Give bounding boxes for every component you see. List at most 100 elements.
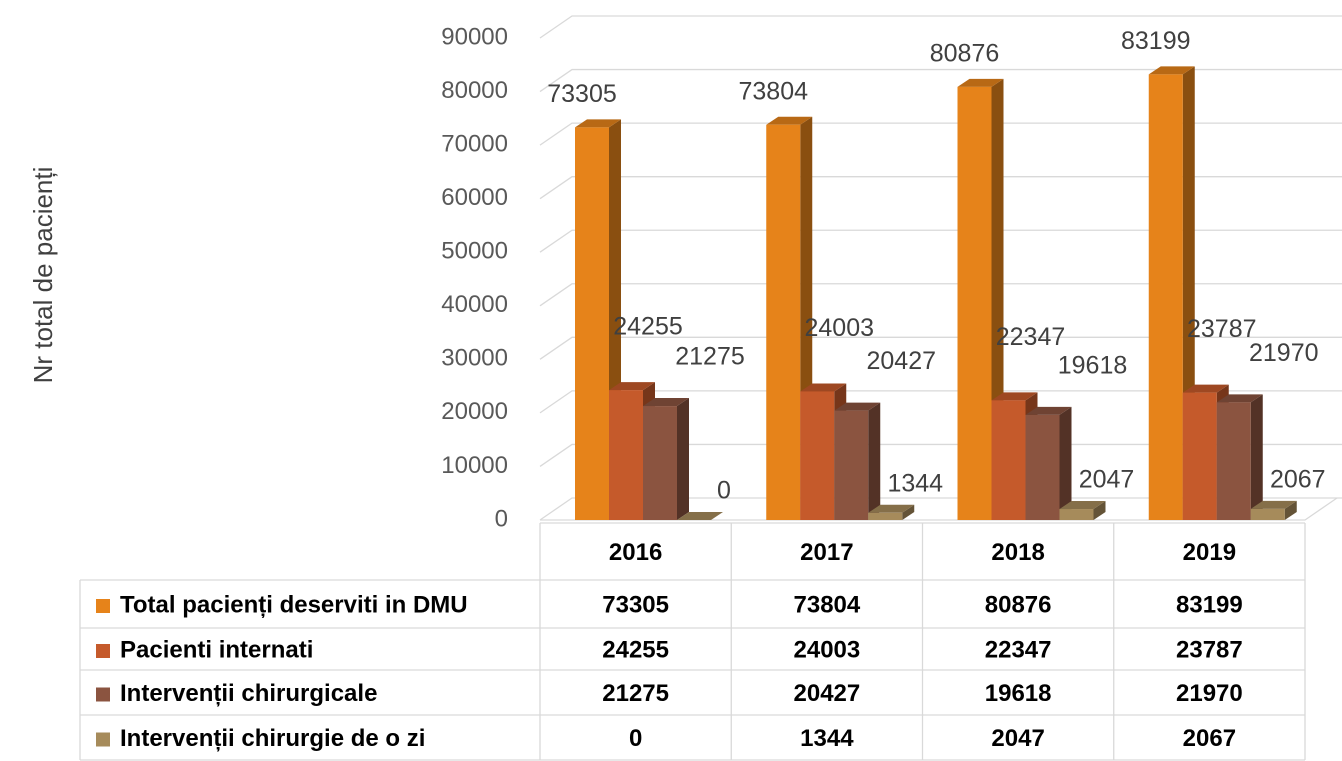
table-cell: 23787 [1176,636,1243,663]
table-cell: 21970 [1176,680,1243,707]
table-cell: 73305 [602,591,669,618]
bar-top [834,402,881,411]
bar-top [643,398,689,407]
bar-front [575,127,609,520]
bar-front [766,124,801,520]
data-label: 19618 [1058,352,1128,380]
data-label: 0 [717,477,731,505]
table-cell: 24255 [602,636,669,663]
bar-top [677,512,723,520]
bar-front [1182,392,1217,520]
bar-side [1250,394,1263,520]
grid-line [539,122,1342,146]
grid-line [539,497,1342,521]
data-label: 24255 [613,313,683,341]
bar-side [1093,501,1106,520]
grid-line [539,176,1342,200]
bar [643,398,689,520]
table-cell: 2047 [991,725,1044,752]
legend-key [96,644,110,658]
bar [1250,500,1297,520]
bar-front [609,390,643,520]
data-label: 83199 [1121,27,1191,55]
y-tick-label: 60000 [441,184,508,211]
bar-side [1284,500,1297,520]
bar-front [800,391,835,520]
grid-line [539,283,1342,307]
grid-line [539,443,1342,467]
data-label: 2047 [1079,466,1135,494]
legend-label: Total pacienți deserviti in DMU [120,591,468,618]
data-label: 21970 [1249,339,1319,367]
grid-line [539,68,1342,93]
bar-side [868,402,881,520]
y-tick-label: 70000 [441,130,508,157]
bar-front [1025,414,1060,520]
x-tick-label: 2017 [800,539,853,566]
bar-top [1059,501,1106,510]
y-tick-label: 80000 [441,77,508,104]
table-cell: 73804 [794,591,861,618]
bar-top [1216,394,1263,403]
table-cell: 19618 [985,680,1052,707]
y-tick-label: 10000 [441,452,508,479]
legend-label: Pacienti internati [120,636,313,663]
bar-front [1250,508,1285,520]
table-cell: 2067 [1183,725,1236,752]
bar-side [902,504,915,520]
x-tick-label: 2016 [609,539,662,566]
bar-side [1059,406,1072,520]
y-tick-label: 40000 [441,291,508,318]
data-label: 2067 [1270,466,1326,494]
bar-top [1250,500,1297,509]
data-label: 73305 [547,80,617,108]
bar-front [957,86,992,521]
legend-key [96,732,110,747]
bar-top [766,116,813,125]
y-axis-label: Nr total de pacienți [28,167,58,384]
table-cell: 22347 [985,636,1052,663]
legend-label: Intervenții chirurgicale [120,680,377,707]
bar-front [1216,402,1251,520]
table-cell: 20427 [794,680,861,707]
bar-front [991,400,1026,520]
legend-label: Intervenții chirurgie de o zi [120,725,425,752]
y-tick-label: 0 [495,505,508,532]
table-cell: 21275 [602,680,669,707]
bar-top [957,78,1004,87]
bar-top [1025,406,1072,415]
table-cell: 1344 [800,725,854,752]
y-tick-label: 20000 [441,398,508,425]
data-label: 73804 [738,77,808,105]
bar-top [575,119,621,128]
table-cell: 80876 [985,591,1052,618]
bar [834,402,881,520]
grid-line [539,390,1342,414]
grid-line [539,229,1342,253]
table-cell: 24003 [794,636,861,663]
bar-side [677,398,689,520]
x-tick-label: 2018 [991,539,1044,566]
legend-key [96,599,110,613]
bar [677,512,723,520]
bar-front [1148,74,1183,521]
bar-front [1059,509,1094,520]
bar-front [834,410,869,520]
x-tick-label: 2019 [1183,539,1236,566]
bar-top [1182,384,1229,393]
bar-front [868,512,903,520]
y-tick-label: 50000 [441,238,508,265]
y-tick-label: 90000 [441,23,508,50]
data-label: 1344 [887,469,943,497]
bar [1025,406,1072,520]
y-tick-label: 30000 [441,345,508,372]
grid-line [539,15,1342,39]
data-label: 22347 [996,323,1066,351]
legend-key [96,687,110,702]
bar-top [991,392,1038,401]
bar [1148,66,1195,521]
bar-front [643,406,677,520]
data-label: 80876 [930,39,1000,67]
bar-top [800,383,847,392]
